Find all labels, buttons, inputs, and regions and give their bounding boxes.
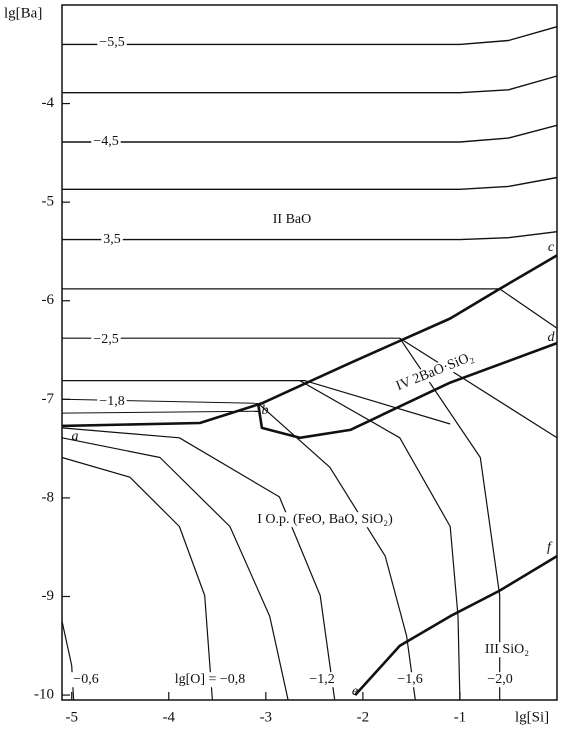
curve	[62, 176, 558, 190]
annotation: e	[352, 684, 358, 699]
annotation: −4,5	[93, 134, 118, 149]
curve	[61, 398, 259, 404]
label-bg	[395, 672, 425, 688]
x-axis-label: lg[Si]	[515, 709, 549, 725]
curve	[61, 456, 213, 701]
annotation: −1,2	[309, 672, 334, 687]
curve	[299, 380, 461, 701]
label-bg	[485, 672, 515, 688]
curve	[354, 554, 558, 696]
curve	[61, 410, 259, 414]
label-bg	[392, 348, 478, 395]
curve	[61, 254, 558, 428]
annotation: IV 2BaO·SiO₂	[394, 349, 476, 394]
annotation: −1,6	[397, 672, 422, 687]
annotation: I O.p. (FeO, BaO, SiO₂)	[257, 512, 393, 527]
curve	[62, 288, 558, 329]
annotation: −5,5	[99, 35, 124, 50]
y-axis-label: lg[Ba]	[4, 5, 42, 21]
annotation: c	[548, 240, 555, 255]
x-tick-label: -1	[454, 709, 467, 725]
curve	[61, 427, 336, 701]
label-bg	[101, 232, 123, 248]
y-tick-label: -8	[42, 489, 55, 505]
curve	[256, 341, 558, 440]
y-tick-label: -10	[34, 687, 54, 703]
label-bg	[91, 134, 121, 150]
annotation: −1,8	[99, 394, 124, 409]
plot-frame	[61, 4, 558, 701]
annotation: a	[72, 429, 79, 444]
y-tick-label: -5	[42, 194, 55, 210]
y-tick-label: -7	[42, 391, 55, 407]
annotation: f	[547, 540, 553, 555]
curve	[62, 75, 558, 94]
curve	[62, 124, 558, 143]
annotation: lg[O] = −0,8	[175, 672, 246, 687]
y-tick-label: -4	[42, 95, 55, 111]
label-bg	[172, 672, 248, 688]
annotation: III SiO₂	[485, 642, 529, 657]
annotation: −2,5	[93, 332, 118, 347]
x-tick-label: -5	[65, 709, 78, 725]
annotation: d	[548, 330, 556, 345]
x-tick-label: -2	[357, 709, 370, 725]
x-tick-label: -3	[260, 709, 273, 725]
annotation: −0,6	[73, 672, 98, 687]
label-bg	[307, 672, 337, 688]
label-bg	[71, 672, 101, 688]
curve	[62, 26, 558, 46]
label-bg	[97, 394, 127, 410]
label-bg	[91, 332, 121, 348]
curve	[61, 437, 289, 701]
annotation: 3,5	[103, 232, 121, 247]
y-tick-label: -9	[42, 588, 55, 604]
x-tick-label: -4	[163, 709, 176, 725]
curve	[62, 231, 558, 241]
annotation: b	[262, 403, 269, 418]
curve	[257, 402, 416, 701]
annotation: −2,0	[487, 672, 512, 687]
curve	[62, 380, 451, 425]
annotation: II BaO	[273, 212, 312, 227]
curve	[62, 337, 558, 439]
label-bg	[482, 642, 532, 658]
label-bg	[270, 212, 314, 228]
curve	[61, 620, 75, 701]
y-tick-label: -6	[42, 292, 55, 308]
label-bg	[97, 35, 127, 51]
label-bg	[255, 512, 396, 528]
